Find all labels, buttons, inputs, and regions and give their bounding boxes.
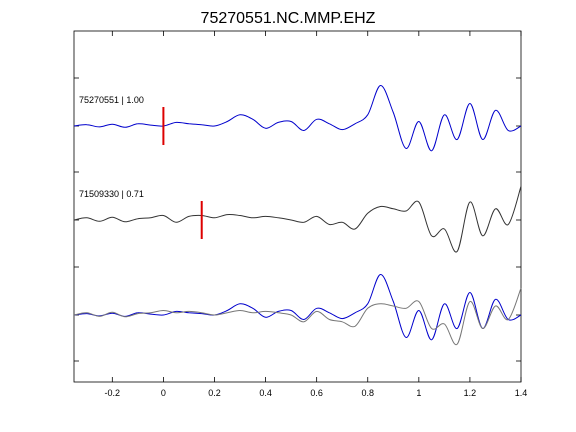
trace-2-overlay: [73, 274, 522, 341]
x-axis: -0.2 0 0.2 0.4 0.6 0.8 1 1.2 1.4: [105, 31, 528, 398]
chart-title: 75270551.NC.MMP.EHZ: [201, 10, 376, 27]
x-tick-label: 0.8: [361, 388, 374, 398]
x-tick-label: 1: [416, 388, 421, 398]
trace-labels: 75270551 | 1.00 71509330 | 0.71: [79, 95, 144, 199]
trace-0-top: [73, 85, 522, 152]
plot-frame: [73, 30, 522, 383]
x-tick-label: 0.4: [259, 388, 272, 398]
x-tick-label: 0.6: [310, 388, 323, 398]
x-tick-label: 0.2: [208, 388, 221, 398]
x-tick-label: 1.2: [464, 388, 477, 398]
pick-markers: [162, 107, 203, 239]
x-tick-label: -0.2: [105, 388, 121, 398]
trace-1-middle: [73, 186, 522, 253]
trace-label-1: 71509330 | 0.71: [79, 189, 144, 199]
trace-label-0: 75270551 | 1.00: [79, 95, 144, 105]
traces: [73, 85, 522, 346]
x-tick-label: 0: [161, 388, 166, 398]
trace-3-overlay: [73, 287, 522, 346]
x-tick-label: 1.4: [515, 388, 528, 398]
